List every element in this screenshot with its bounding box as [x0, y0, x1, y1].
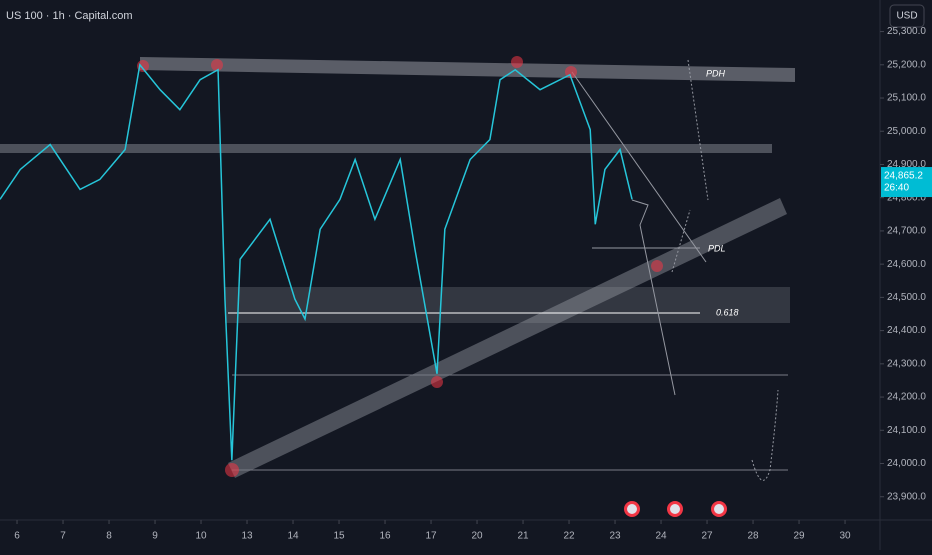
y-tick-label: 24,800.0 [887, 192, 926, 203]
x-tick-label: 17 [425, 531, 437, 542]
x-tick-label: 8 [106, 531, 112, 542]
x-tick-label: 29 [793, 531, 805, 542]
y-tick-label: 24,100.0 [887, 425, 926, 436]
x-tick-label: 13 [241, 531, 253, 542]
resistance-band [140, 57, 795, 82]
x-tick-label: 10 [195, 531, 207, 542]
x-tick-label: 9 [152, 531, 158, 542]
countdown: 26:40 [884, 183, 909, 194]
y-tick-label: 24,300.0 [887, 358, 926, 369]
x-tick-label: 28 [747, 531, 759, 542]
y-tick-label: 25,200.0 [887, 59, 926, 70]
annotation: 0.618 [716, 307, 739, 317]
x-tick-label: 15 [333, 531, 345, 542]
x-tick-label: 23 [609, 531, 621, 542]
wedge-line [571, 71, 707, 263]
projection-arrow [671, 209, 691, 273]
y-tick-label: 25,100.0 [887, 93, 926, 104]
y-tick-label: 23,900.0 [887, 491, 926, 502]
chart-title: US 100 · 1h · Capital.com [6, 10, 133, 22]
x-tick-label: 22 [563, 531, 575, 542]
pivot-markers [137, 56, 663, 477]
y-tick-label: 24,700.0 [887, 226, 926, 237]
currency-label[interactable]: USD [896, 11, 917, 22]
x-tick-label: 24 [655, 531, 667, 542]
x-tick-label: 21 [517, 531, 529, 542]
last-price-box [881, 167, 932, 198]
annotation: PDL [708, 243, 726, 253]
x-tick-label: 14 [287, 531, 299, 542]
y-tick-label: 24,900.0 [887, 159, 926, 170]
projection-arrow [751, 389, 779, 481]
annotation: PDH [706, 68, 726, 78]
x-tick-label: 6 [14, 531, 20, 542]
last-price-label: 24,865.2 [884, 171, 923, 182]
x-tick-label: 20 [471, 531, 483, 542]
price-line [0, 63, 633, 461]
x-tick-label: 16 [379, 531, 391, 542]
x-tick-label: 7 [60, 531, 66, 542]
trend-band [228, 198, 787, 478]
y-tick-label: 25,000.0 [887, 126, 926, 137]
x-tick-label: 27 [701, 531, 713, 542]
y-tick-label: 25,300.0 [887, 26, 926, 37]
y-tick-label: 24,400.0 [887, 325, 926, 336]
level-band [0, 144, 772, 153]
event-icons [624, 501, 727, 517]
y-tick-label: 24,200.0 [887, 392, 926, 403]
x-tick-label: 30 [839, 531, 851, 542]
y-tick-label: 24,600.0 [887, 259, 926, 270]
projection-arrow [631, 199, 676, 396]
y-tick-label: 24,000.0 [887, 458, 926, 469]
y-tick-label: 24,500.0 [887, 292, 926, 303]
demand-zone [225, 287, 790, 323]
currency-button[interactable] [889, 4, 925, 28]
projection-arrow [687, 59, 709, 201]
